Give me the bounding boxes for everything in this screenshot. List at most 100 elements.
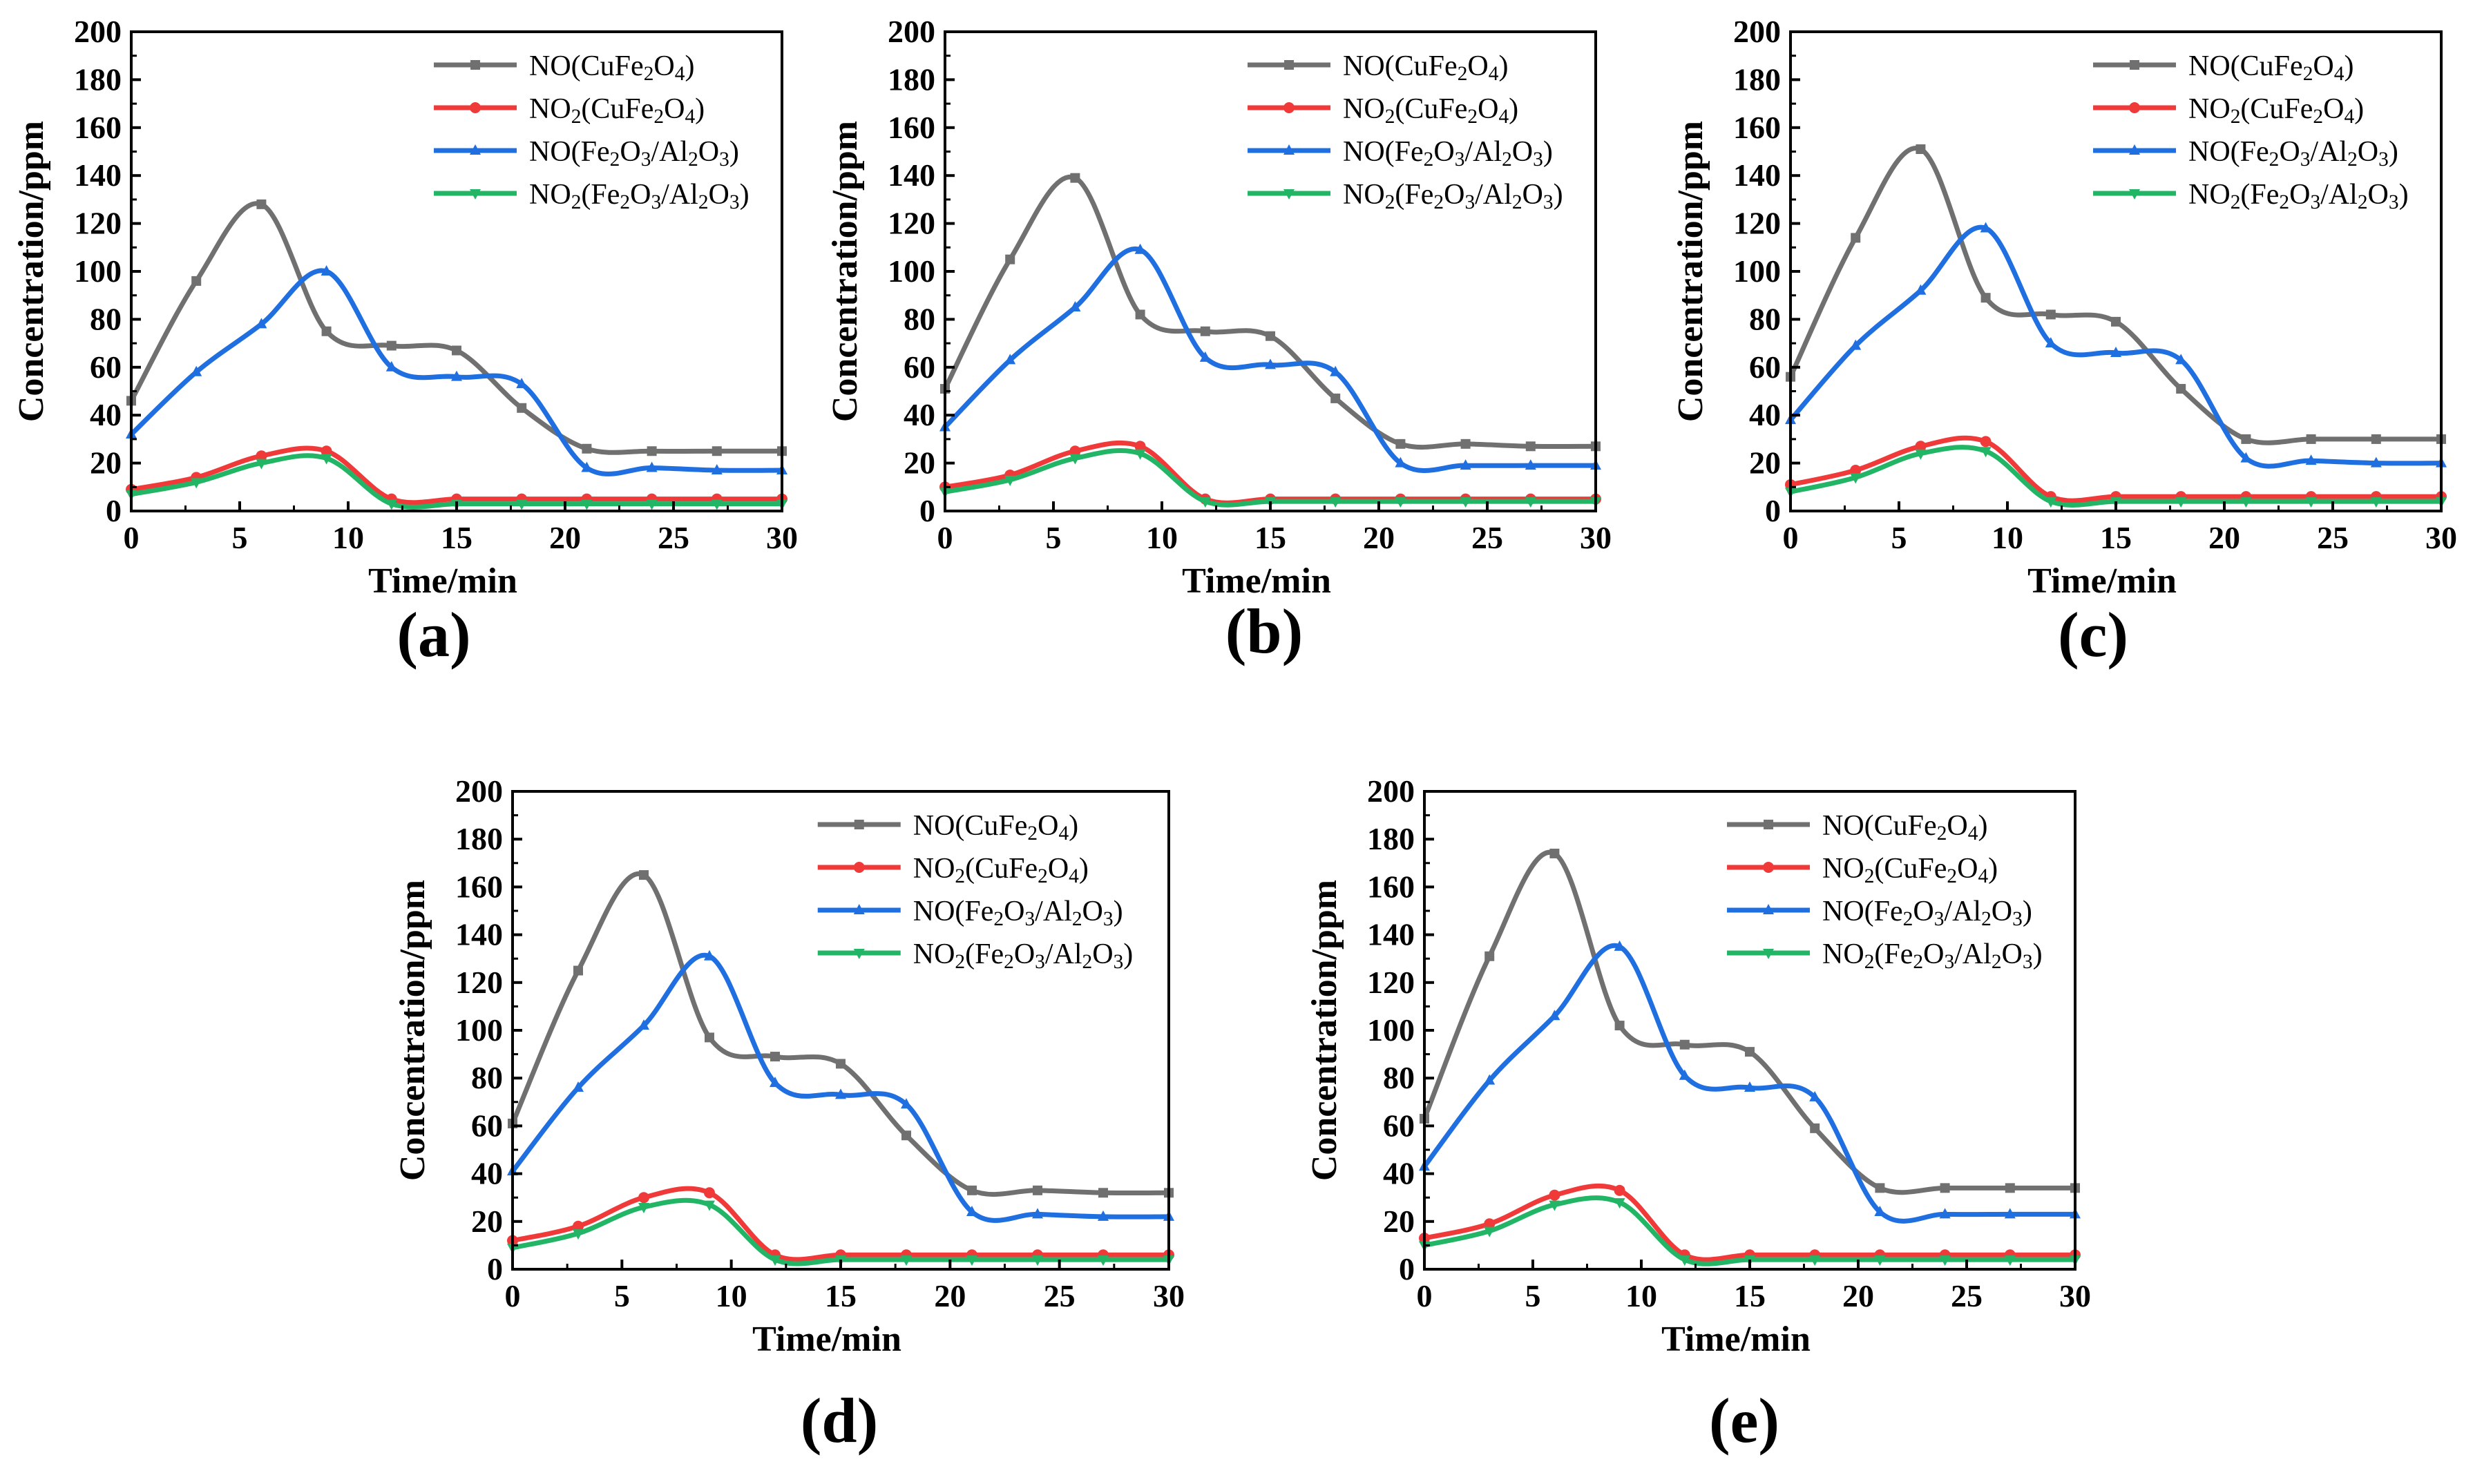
y-tick-label: 40 xyxy=(1749,397,1781,432)
legend-swatch-marker xyxy=(470,144,481,155)
chart-panel-2: 0 5 10 15 20 25 30 0 20 40 60 80 100 120 140 160 180 200 T… xyxy=(1671,14,2457,670)
data-point xyxy=(1134,441,1146,452)
series-group xyxy=(507,870,1174,1266)
y-tick-label: 200 xyxy=(1367,773,1415,809)
data-point xyxy=(1525,497,1536,508)
y-tick-label: 140 xyxy=(74,157,122,193)
data-point xyxy=(2305,497,2317,508)
x-tick-label: 10 xyxy=(1992,520,2023,555)
data-point xyxy=(2241,434,2251,444)
y-axis-title: Concentration/ppm xyxy=(12,121,51,422)
legend-swatch-marker xyxy=(1764,820,1774,829)
series-line xyxy=(510,952,1172,1223)
data-point xyxy=(1330,365,1341,376)
y-tick-label: 20 xyxy=(471,1204,503,1239)
data-point xyxy=(2305,454,2317,465)
legend-entry: NO(CuFe2O4) xyxy=(817,810,1078,845)
data-point xyxy=(581,499,593,510)
x-tick-label: 25 xyxy=(1471,520,1503,555)
data-point xyxy=(2370,497,2382,508)
y-tick-label: 0 xyxy=(1399,1251,1415,1287)
data-point xyxy=(2111,316,2121,327)
y-tick-label: 160 xyxy=(1733,110,1781,145)
data-point xyxy=(1939,1208,1951,1219)
data-point xyxy=(581,461,593,472)
data-point xyxy=(256,318,267,329)
data-point xyxy=(1395,439,1406,449)
data-point xyxy=(1980,293,1991,303)
data-point xyxy=(516,499,528,510)
data-point xyxy=(1916,144,1926,155)
legend-label: NO2(Fe2O3/Al2O3) xyxy=(1822,938,2043,973)
legend-swatch-marker xyxy=(1284,60,1295,70)
x-axis-title: Time/min xyxy=(2027,561,2177,601)
legend-label: NO2(CuFe2O4) xyxy=(2188,93,2364,128)
y-tick-label: 180 xyxy=(888,61,935,97)
data-point xyxy=(1484,1218,1496,1230)
x-tick-label: 20 xyxy=(934,1278,966,1313)
data-point xyxy=(1098,1188,1108,1198)
series-line xyxy=(128,201,785,455)
data-point xyxy=(1850,465,1862,476)
x-tick-label: 20 xyxy=(549,520,581,555)
y-tick-label: 60 xyxy=(471,1108,503,1143)
series-line xyxy=(510,1197,1172,1266)
data-point xyxy=(2045,309,2056,320)
data-point xyxy=(1484,1226,1496,1237)
y-tick-label: 140 xyxy=(455,917,503,952)
x-tick-label: 15 xyxy=(2100,520,2132,555)
data-point xyxy=(516,378,528,389)
chart-panel-0: 0 5 10 15 20 25 30 0 20 40 60 80 100 120 140 160 180 200 T… xyxy=(12,14,798,670)
data-point xyxy=(1915,284,1927,295)
legend-label: NO2(Fe2O3/Al2O3) xyxy=(1343,179,1563,213)
y-tick-label: 40 xyxy=(1383,1156,1415,1191)
x-tick-label: 20 xyxy=(2208,520,2240,555)
data-point xyxy=(1549,1200,1560,1211)
legend-label: NO(Fe2O3/Al2O3) xyxy=(529,136,739,171)
y-tick-label: 100 xyxy=(888,253,935,289)
y-tick-label: 100 xyxy=(455,1012,503,1048)
panel-label: (a) xyxy=(397,599,470,670)
y-tick-label: 160 xyxy=(888,110,935,145)
y-tick-label: 180 xyxy=(1733,61,1781,97)
data-point xyxy=(1032,1208,1043,1219)
data-point xyxy=(256,450,267,462)
legend-entry: NO(CuFe2O4) xyxy=(434,50,694,85)
legend-label: NO(Fe2O3/Al2O3) xyxy=(1822,896,2032,930)
data-point xyxy=(770,1052,780,1062)
x-tick-label: 10 xyxy=(716,1278,747,1313)
data-point xyxy=(712,446,722,456)
y-tick-label: 80 xyxy=(471,1060,503,1095)
y-tick-label: 140 xyxy=(1367,917,1415,952)
panel-label: (e) xyxy=(1709,1385,1779,1456)
legend-label: NO2(CuFe2O4) xyxy=(529,93,705,128)
data-point xyxy=(770,1077,781,1088)
data-point xyxy=(1005,254,1015,264)
y-tick-label: 160 xyxy=(455,869,503,904)
data-point xyxy=(646,499,658,510)
series-group xyxy=(1419,848,2081,1266)
y-tick-label: 40 xyxy=(90,397,122,432)
legend-entry: NO2(CuFe2O4) xyxy=(1727,853,1998,887)
data-point xyxy=(901,1130,911,1141)
legend-entry: NO(Fe2O3/Al2O3) xyxy=(2093,136,2398,171)
data-point xyxy=(2240,497,2252,508)
series-line xyxy=(942,447,1598,508)
data-point xyxy=(901,1255,912,1266)
legend-label: NO(CuFe2O4) xyxy=(529,50,694,85)
data-point xyxy=(2371,434,2381,444)
y-tick-label: 60 xyxy=(1749,349,1781,385)
data-point xyxy=(1850,473,1862,484)
legend-label: NO2(Fe2O3/Al2O3) xyxy=(529,179,749,213)
data-point xyxy=(2005,1183,2015,1193)
legend-entry: NO2(CuFe2O4) xyxy=(2093,93,2364,128)
data-point xyxy=(2004,1208,2016,1219)
x-axis-title: Time/min xyxy=(368,561,517,601)
legend-label: NO2(CuFe2O4) xyxy=(1343,93,1518,128)
legend-label: NO(CuFe2O4) xyxy=(913,810,1078,845)
data-point xyxy=(451,370,462,381)
x-tick-label: 5 xyxy=(614,1278,630,1313)
legend-swatch-marker xyxy=(853,904,865,914)
data-point xyxy=(1875,1183,1885,1193)
data-point xyxy=(2045,337,2056,348)
